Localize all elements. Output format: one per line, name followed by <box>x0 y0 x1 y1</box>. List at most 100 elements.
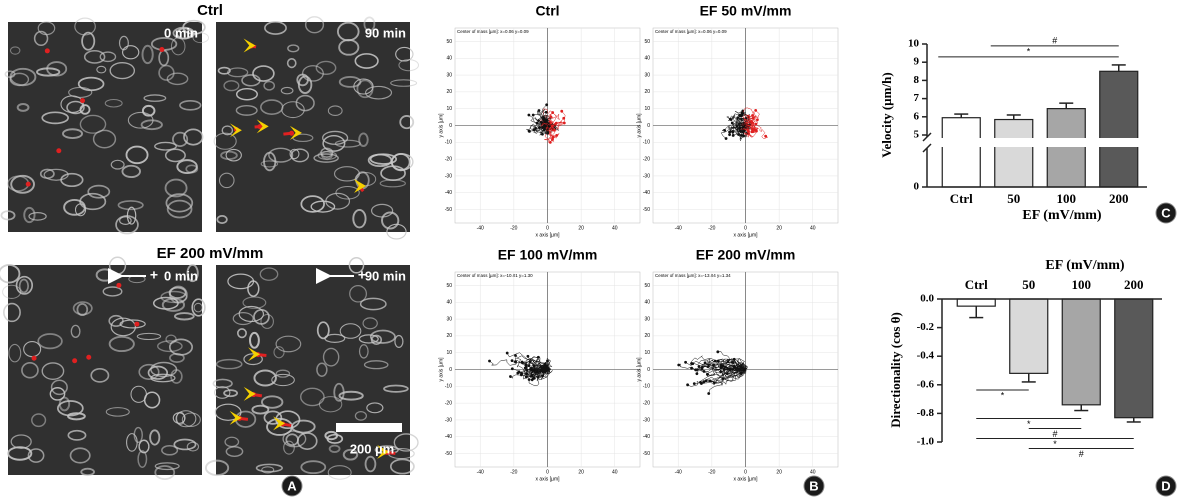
trajectory-end <box>530 378 534 382</box>
x-tick-label: -20 <box>708 469 715 475</box>
break-mark <box>922 143 932 153</box>
cell <box>300 460 327 475</box>
cell <box>364 455 377 473</box>
trajectory-end <box>753 128 757 132</box>
cell <box>328 444 341 453</box>
y-tick-label: 30 <box>644 72 650 78</box>
trajectory-sketch <box>742 116 752 137</box>
trajectory-sketch <box>739 124 747 136</box>
cell <box>157 340 183 353</box>
cell <box>223 80 240 92</box>
bar <box>1009 298 1049 374</box>
trajectory-end <box>751 114 754 117</box>
cell <box>327 105 343 116</box>
cell <box>115 215 139 235</box>
cell <box>204 459 230 477</box>
cell <box>216 214 228 224</box>
cell <box>8 343 22 363</box>
x-axis-label: x axis [µm] <box>734 476 759 482</box>
cell <box>348 257 365 274</box>
cell <box>260 160 279 168</box>
cell <box>281 101 305 119</box>
cell <box>154 465 176 480</box>
cell <box>49 387 66 401</box>
cell <box>286 57 297 69</box>
cell <box>99 51 117 63</box>
x-tick-label: 0 <box>546 225 549 231</box>
trajectory-end <box>742 129 746 133</box>
cell <box>335 186 360 200</box>
panel-badge <box>803 475 825 497</box>
trajectory-end <box>536 375 540 379</box>
y-tick-label: -20 <box>445 400 452 406</box>
trajectory-end <box>520 371 524 375</box>
cell <box>2 284 22 299</box>
cell <box>255 463 283 473</box>
cell <box>28 212 47 221</box>
cell <box>242 296 267 309</box>
cell <box>236 328 247 339</box>
y-tick-label: -20 <box>445 156 452 162</box>
cell <box>105 407 130 417</box>
plot-subtitle: Center of mass [µm]: x=0.06 y=0.09 <box>655 29 727 34</box>
y-tick-label: -40 <box>445 434 452 440</box>
cell <box>173 312 195 321</box>
trajectory-sketch <box>528 114 548 133</box>
cell <box>358 334 379 344</box>
trajectory-end <box>544 110 548 114</box>
y-axis-label: Velocity (µm/h) <box>879 72 894 157</box>
cell <box>63 198 86 216</box>
trajectory-end <box>542 128 546 132</box>
y-axis-label: Directionality (cos θ) <box>888 312 903 428</box>
y-tick-label: 10 <box>908 38 920 50</box>
cell <box>291 419 316 434</box>
cell <box>290 148 310 163</box>
cell <box>304 16 325 34</box>
arrow-head <box>229 410 242 425</box>
tracked-cell <box>86 354 92 360</box>
x-tick-label: -40 <box>675 469 682 475</box>
y-tick-label: -0.4 <box>917 350 935 362</box>
y-tick-label: 5 <box>914 129 920 141</box>
axis-break-gap <box>929 138 1139 147</box>
trajectory-end <box>526 354 530 358</box>
track <box>257 353 267 357</box>
cell <box>15 275 34 295</box>
cell <box>191 298 206 317</box>
cell <box>175 410 197 428</box>
x-tick-label: 100 <box>1072 277 1092 292</box>
cell <box>271 373 295 387</box>
trajectory-end <box>546 131 550 135</box>
micrograph <box>204 257 419 480</box>
cell <box>243 353 263 366</box>
x-tick-label: 200 <box>1109 191 1129 206</box>
cell <box>192 32 210 44</box>
cell <box>173 438 197 451</box>
cell <box>102 286 123 297</box>
arrow-head <box>243 38 256 53</box>
cell <box>23 206 36 224</box>
trajectory-end <box>723 128 727 132</box>
track <box>239 416 249 421</box>
cell <box>386 223 407 240</box>
trajectory-sketch <box>687 369 746 387</box>
cell <box>316 362 328 377</box>
trajectory-end <box>719 363 723 367</box>
cell <box>79 104 91 115</box>
trajectory-sketch <box>530 115 550 126</box>
tracked-cell <box>134 321 140 327</box>
cell <box>36 67 61 77</box>
trajectory-sketch <box>735 121 752 130</box>
bar <box>994 118 1034 188</box>
pole-positive: + <box>358 267 366 283</box>
tracked-cell <box>116 282 122 288</box>
x-tick-label: 40 <box>612 469 618 475</box>
trajectory-end <box>510 359 514 362</box>
cell <box>366 402 384 414</box>
significance-mark: # <box>1052 429 1057 439</box>
cell <box>333 166 360 182</box>
trajectory-end <box>751 116 755 120</box>
cell <box>221 125 234 136</box>
x-tick-label: 40 <box>612 225 618 231</box>
cell <box>225 148 242 162</box>
